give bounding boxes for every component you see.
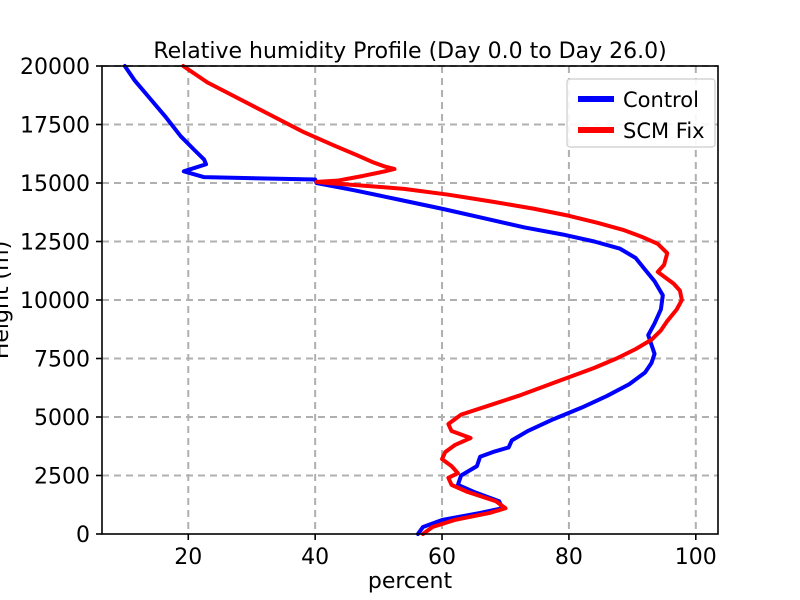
chart-legend[interactable]: Control SCM Fix [566, 78, 716, 148]
legend-label-control: Control [623, 88, 699, 112]
x-tick-label: 40 [301, 545, 329, 570]
y-tick-label: 15000 [20, 172, 90, 197]
y-axis-ticks: 0 2500 5000 7500 10000 12500 15000 17500 20000 [20, 55, 102, 548]
x-tick-label: 100 [675, 545, 717, 570]
y-tick-label: 17500 [20, 114, 90, 139]
x-axis-label: percent [368, 569, 453, 594]
y-tick-label: 7500 [34, 348, 90, 373]
y-tick-label: 0 [76, 523, 90, 548]
data-series-layer [122, 64, 684, 536]
y-tick-label: 10000 [20, 289, 90, 314]
y-tick-label: 12500 [20, 231, 90, 256]
y-tick-label: 5000 [34, 406, 90, 431]
x-tick-label: 20 [174, 545, 202, 570]
data-line-scm-fix [181, 64, 684, 536]
chart-title: Relative humidity Profile (Day 0.0 to Da… [153, 39, 666, 64]
x-tick-label: 80 [555, 545, 583, 570]
y-tick-label: 20000 [20, 55, 90, 80]
x-tick-label: 60 [428, 545, 456, 570]
data-line-control [122, 64, 665, 536]
x-axis-ticks: 20 40 60 80 100 [174, 534, 717, 570]
legend-label-scm-fix: SCM Fix [623, 119, 705, 143]
y-tick-label: 2500 [34, 465, 90, 490]
y-axis-label: Height (m) [0, 241, 14, 359]
